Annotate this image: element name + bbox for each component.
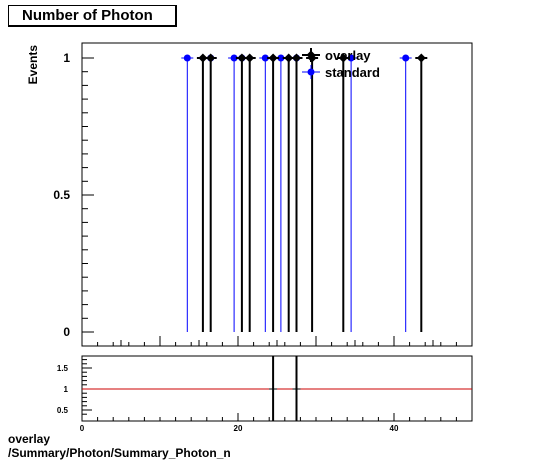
ratio-y-tick-label: 1.5 bbox=[57, 364, 69, 373]
standard-point bbox=[261, 54, 269, 62]
overlay-point bbox=[198, 53, 208, 63]
chart-title-box: Number of Photon bbox=[8, 5, 177, 27]
legend-label-overlay: overlay bbox=[325, 48, 371, 63]
legend-marker-overlay bbox=[306, 50, 316, 60]
legend: overlay standard bbox=[302, 48, 380, 80]
standard-point bbox=[230, 54, 238, 62]
ratio-y-tick-label: 1 bbox=[64, 385, 69, 394]
overlay-point bbox=[268, 53, 278, 63]
footer-line-2: /Summary/Photon/Summary_Photon_n bbox=[8, 446, 231, 460]
ratio-y-tick-label: 0.5 bbox=[57, 406, 69, 415]
standard-point bbox=[402, 54, 410, 62]
y-tick-label: 0.5 bbox=[53, 188, 70, 202]
standard-point bbox=[347, 54, 355, 62]
main-axis-ticks: 00.51 bbox=[53, 51, 473, 346]
standard-point bbox=[183, 54, 191, 62]
ratio-x-tick-label: 0 bbox=[80, 424, 85, 433]
overlay-point bbox=[284, 53, 294, 63]
overlay-point bbox=[206, 53, 216, 63]
footer-line-1: overlay bbox=[8, 432, 51, 446]
overlay-point bbox=[245, 53, 255, 63]
overlay-point bbox=[338, 53, 348, 63]
main-plot-border bbox=[81, 42, 473, 347]
main-plot-frame bbox=[81, 42, 473, 347]
overlay-point bbox=[416, 53, 426, 63]
main-series-marks bbox=[181, 53, 428, 332]
ratio-marks bbox=[82, 356, 472, 421]
overlay-point bbox=[292, 53, 301, 63]
standard-point bbox=[277, 54, 285, 62]
ratio-axis-ticks: 0.5 1 1.5 0 20 40 bbox=[57, 359, 473, 433]
y-tick-label: 0 bbox=[63, 325, 70, 339]
y-axis-label: Events bbox=[26, 45, 40, 85]
ratio-x-tick-label: 20 bbox=[234, 424, 243, 433]
overlay-point bbox=[237, 53, 247, 63]
legend-marker-standard bbox=[307, 68, 315, 76]
chart-title: Number of Photon bbox=[22, 7, 153, 24]
legend-label-standard: standard bbox=[325, 65, 380, 80]
y-tick-label: 1 bbox=[63, 51, 70, 65]
ratio-x-tick-label: 40 bbox=[390, 424, 399, 433]
